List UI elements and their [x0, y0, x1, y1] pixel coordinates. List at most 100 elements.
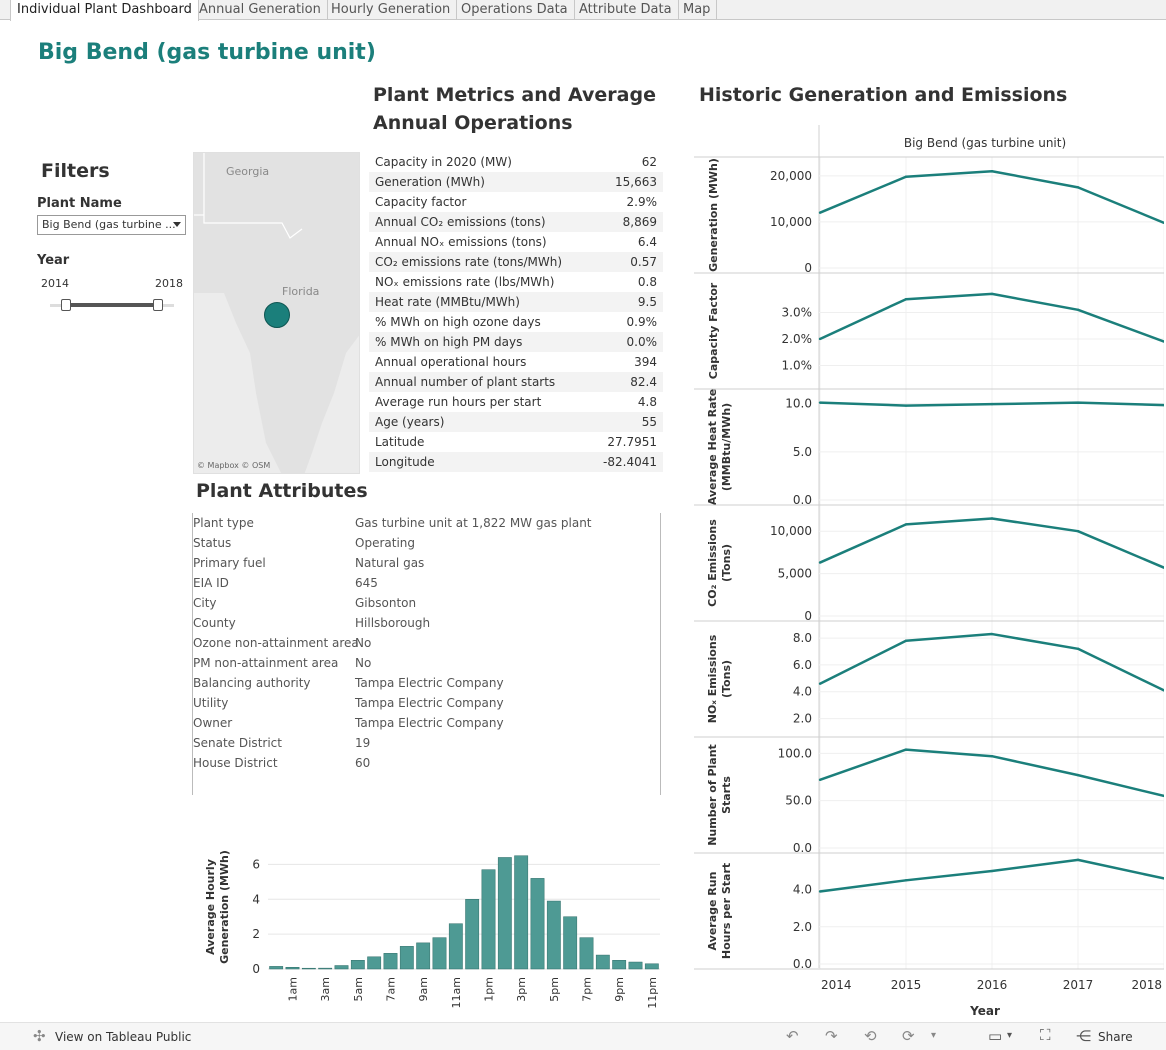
data-point[interactable]: [990, 869, 994, 873]
refresh-icon[interactable]: ⟳: [902, 1027, 915, 1045]
hourly-bar[interactable]: [318, 967, 333, 970]
data-point[interactable]: [904, 175, 908, 178]
hourly-bar[interactable]: [269, 966, 284, 970]
svg-text:Hours per Start: Hours per Start: [720, 863, 733, 959]
data-point[interactable]: [1162, 794, 1164, 798]
undo-icon[interactable]: ↶: [786, 1027, 799, 1045]
tab-attribute-data[interactable]: Attribute Data: [573, 0, 679, 20]
hourly-bar[interactable]: [465, 899, 480, 970]
attribute-row: Ozone non-attainment area No: [193, 633, 660, 653]
data-point[interactable]: [818, 401, 822, 404]
comment-menu-chevron-icon[interactable]: ▾: [1007, 1030, 1013, 1041]
hourly-bar[interactable]: [350, 960, 365, 970]
data-point[interactable]: [1162, 403, 1164, 407]
metric-value: 2.9%: [626, 195, 658, 209]
metric-label: Annual number of plant starts: [375, 375, 556, 389]
tab-hourly-generation[interactable]: Hourly Generation: [325, 0, 458, 20]
data-point[interactable]: [904, 748, 908, 751]
hourly-bar[interactable]: [416, 942, 431, 970]
xtick-label: 2014: [821, 978, 852, 992]
data-point[interactable]: [1162, 566, 1164, 569]
data-point[interactable]: [904, 879, 908, 882]
data-point[interactable]: [1162, 221, 1164, 225]
plant-location-map[interactable]: Georgia Florida: [193, 152, 360, 474]
hourly-bar[interactable]: [530, 878, 545, 970]
hourly-bar[interactable]: [497, 857, 512, 970]
year-slider-min-handle[interactable]: [61, 299, 71, 311]
tab-operations-data[interactable]: Operations Data: [455, 0, 575, 20]
redo-icon[interactable]: ↷: [825, 1027, 838, 1045]
plant-marker[interactable]: [264, 302, 290, 328]
data-point[interactable]: [990, 754, 994, 758]
metric-label: Longitude: [375, 455, 435, 469]
hourly-bar[interactable]: [367, 956, 382, 970]
hourly-bar[interactable]: [579, 937, 594, 970]
data-point[interactable]: [818, 561, 822, 564]
data-point[interactable]: [990, 632, 994, 636]
map-attribution[interactable]: © Mapbox © OSM: [197, 461, 271, 470]
attribute-value: Operating: [355, 536, 415, 550]
attribute-label: Balancing authority: [193, 676, 311, 690]
revert-icon[interactable]: ⟲: [864, 1027, 877, 1045]
tab-map[interactable]: Map: [677, 0, 718, 20]
data-point[interactable]: [818, 778, 822, 782]
data-point[interactable]: [1076, 401, 1080, 404]
plant-name-dropdown[interactable]: Big Bend (gas turbine ...: [37, 215, 186, 235]
hourly-bar[interactable]: [514, 855, 529, 970]
data-point[interactable]: [818, 890, 822, 893]
tab-annual-generation[interactable]: Annual Generation: [193, 0, 328, 20]
hourly-bar[interactable]: [432, 937, 447, 970]
hourly-xtick-label: 7am: [385, 977, 398, 1001]
hourly-bar[interactable]: [595, 954, 610, 970]
historic-generation-chart[interactable]: Big Bend (gas turbine unit) 0 10,000 20,000…: [694, 125, 1164, 1022]
data-point[interactable]: [904, 298, 908, 301]
data-point[interactable]: [990, 170, 994, 173]
comment-icon[interactable]: ▭: [988, 1027, 1003, 1045]
hourly-bar[interactable]: [612, 960, 627, 970]
data-point[interactable]: [1076, 858, 1080, 862]
data-point[interactable]: [818, 682, 822, 685]
share-button[interactable]: Share: [1098, 1030, 1133, 1044]
data-point[interactable]: [818, 337, 822, 341]
hourly-bar[interactable]: [301, 967, 316, 970]
attribute-label: Plant type: [193, 516, 254, 530]
data-point[interactable]: [1162, 689, 1164, 692]
refresh-menu-chevron-icon[interactable]: ▾: [931, 1030, 937, 1041]
data-point[interactable]: [818, 211, 822, 214]
attribute-value: Tampa Electric Company: [355, 696, 504, 710]
share-icon[interactable]: ⋲: [1076, 1027, 1091, 1045]
data-point[interactable]: [1076, 530, 1080, 533]
metric-label: Capacity factor: [375, 195, 467, 209]
data-point[interactable]: [990, 402, 994, 406]
view-on-tableau-link[interactable]: View on Tableau Public: [55, 1030, 192, 1044]
data-point[interactable]: [990, 292, 994, 296]
hourly-bar[interactable]: [481, 869, 496, 970]
data-point[interactable]: [990, 517, 994, 520]
data-point[interactable]: [904, 523, 908, 526]
fullscreen-icon[interactable]: ⛶: [1040, 1026, 1051, 1044]
data-point[interactable]: [1076, 773, 1080, 777]
attribute-label: Primary fuel: [193, 556, 266, 570]
hourly-generation-chart[interactable]: 0 2 4 6 1am 3am 5am 7am 9am 11am 1pm 3pm 5pm 7pm 9pm 11…: [192, 835, 667, 1015]
hourly-bar[interactable]: [334, 965, 349, 970]
hourly-bar[interactable]: [448, 923, 463, 970]
hourly-bar[interactable]: [285, 967, 300, 970]
data-point[interactable]: [1076, 186, 1080, 189]
data-point[interactable]: [904, 639, 908, 642]
hourly-bar[interactable]: [546, 900, 561, 970]
data-point[interactable]: [1162, 877, 1164, 880]
hourly-bar[interactable]: [628, 961, 643, 970]
hourly-bar[interactable]: [644, 963, 659, 970]
data-point[interactable]: [1162, 340, 1164, 343]
bottom-toolbar: ✣ View on Tableau Public ↶ ↷ ⟲ ⟳ ▾ ▭ ▾ ⛶…: [0, 1022, 1166, 1050]
attribute-row: Balancing authority Tampa Electric Compan…: [193, 673, 660, 693]
hourly-bar[interactable]: [563, 916, 578, 970]
attributes-table: Plant type Gas turbine unit at 1,822 MW g…: [192, 513, 661, 795]
data-point[interactable]: [1076, 647, 1080, 651]
data-point[interactable]: [904, 404, 908, 407]
hourly-bar[interactable]: [383, 953, 398, 970]
year-slider-max-handle[interactable]: [153, 299, 163, 311]
hourly-bar[interactable]: [399, 946, 414, 970]
data-point[interactable]: [1076, 308, 1080, 311]
tab-individual-plant-dashboard[interactable]: Individual Plant Dashboard: [10, 0, 199, 21]
